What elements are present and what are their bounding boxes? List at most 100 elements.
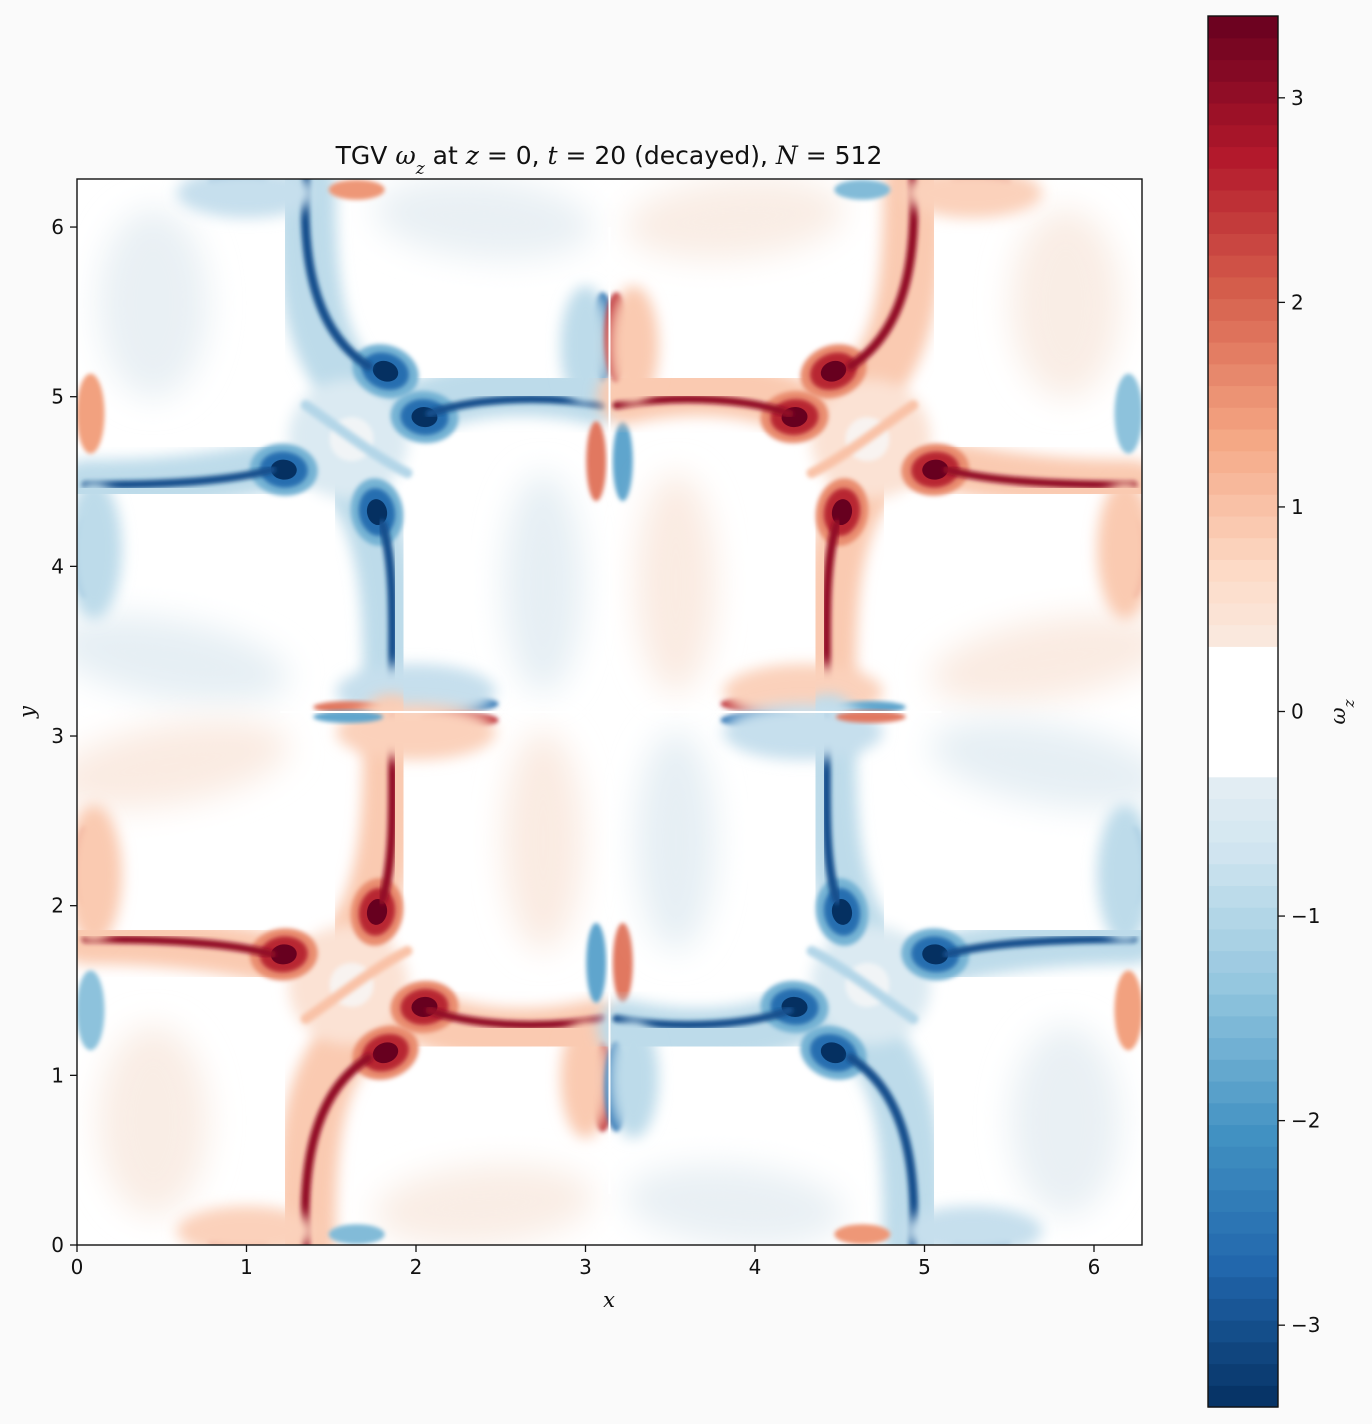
colorbar-band (1208, 537, 1278, 560)
colorbar-band (1208, 733, 1278, 756)
colorbar-tick-label: −1 (1291, 904, 1320, 928)
x-tick-label: 1 (240, 1255, 253, 1279)
vorticity-blob (922, 944, 949, 965)
colorbar-band (1208, 298, 1278, 321)
colorbar-band (1208, 1276, 1278, 1299)
colorbar-band (1208, 146, 1278, 169)
colorbar-band (1208, 646, 1278, 669)
colorbar-band (1208, 515, 1278, 539)
x-tick-label: 5 (918, 1255, 931, 1279)
vorticity-filament (81, 465, 276, 489)
colorbar-band (1208, 1341, 1278, 1365)
quadrant-bottom-left (77, 694, 633, 1245)
colorbar-band (1208, 1320, 1278, 1343)
colorbar-band (1208, 798, 1278, 821)
colorbar-band (1208, 711, 1278, 734)
y-tick-label: 1 (51, 1063, 64, 1087)
colorbar-gradient (1208, 16, 1278, 1408)
colorbar-band (1208, 624, 1278, 647)
colorbar-band (1208, 233, 1278, 256)
vorticity-blob (77, 373, 105, 454)
vorticity-filament (806, 400, 919, 479)
colorbar-band (1208, 450, 1278, 474)
colorbar-band (1208, 494, 1278, 517)
x-tick-label: 6 (1088, 1255, 1101, 1279)
colorbar-band (1208, 1189, 1278, 1212)
y-tick-label: 4 (51, 554, 64, 578)
chart-title: TGV ωz at z = 0, t = 20 (decayed), N = 5… (335, 141, 883, 179)
colorbar-band (1208, 37, 1278, 61)
colorbar-band (1208, 342, 1278, 365)
vorticity-blob (930, 719, 1142, 809)
vorticity-blob (612, 421, 633, 502)
y-tick-label: 6 (51, 215, 64, 239)
vorticity-blob (820, 360, 847, 382)
y-tick-label: 0 (51, 1233, 64, 1257)
colorbar-band (1208, 102, 1278, 126)
vorticity-blob (270, 944, 297, 965)
colorbar-tick-label: 0 (1291, 700, 1304, 724)
quadrant-top-left (77, 179, 633, 730)
colorbar-band (1208, 668, 1278, 691)
y-axis-label: y (15, 705, 39, 719)
colorbar-band (1208, 81, 1278, 104)
vorticity-blob (820, 1042, 847, 1064)
colorbar-band (1208, 928, 1278, 952)
y-tick-label: 5 (51, 385, 64, 409)
vorticity-blob (77, 970, 105, 1051)
vorticity-blob (313, 701, 384, 714)
colorbar-band (1208, 689, 1278, 713)
colorbar-band (1208, 472, 1278, 495)
colorbar-band (1208, 1124, 1278, 1147)
colorbar-band (1208, 950, 1278, 973)
vorticity-blob (831, 899, 853, 925)
vorticity-blob (366, 499, 388, 525)
colorbar-band (1208, 59, 1278, 82)
vorticity-blob (902, 1205, 1043, 1245)
colorbar-band (1208, 1211, 1278, 1234)
vorticity-filament (845, 1053, 919, 1245)
colorbar-band (1208, 428, 1278, 452)
colorbar-band (1208, 1102, 1278, 1126)
vorticity-blob (902, 179, 1043, 219)
vorticity-blob (1114, 373, 1142, 454)
x-tick-label: 3 (579, 1255, 592, 1279)
vorticity-blob (372, 1042, 399, 1064)
vorticity-blob (1097, 479, 1142, 620)
colorbar-tick-label: 3 (1291, 86, 1304, 110)
vorticity-blob (374, 179, 594, 260)
colorbar-band (1208, 581, 1278, 604)
colorbar-band (1208, 754, 1278, 778)
vorticity-blob (98, 1025, 209, 1216)
colorbar-tick-label: −3 (1291, 1313, 1320, 1337)
colorbar-band (1208, 385, 1278, 408)
x-axis-label: x (603, 1288, 615, 1312)
vorticity-blob (625, 1164, 845, 1245)
colorbar-band (1208, 168, 1278, 191)
vorticity-blob (560, 285, 611, 406)
vorticity-blob (374, 1164, 594, 1245)
vorticity-blob (625, 179, 845, 260)
colorbar-band (1208, 907, 1278, 930)
colorbar-tick-label: −2 (1291, 1109, 1320, 1133)
vorticity-blob (834, 1224, 891, 1245)
colorbar-band (1208, 1167, 1278, 1191)
vorticity-blob (1097, 804, 1142, 945)
y-tick-label: 3 (51, 724, 64, 748)
vorticity-blob (586, 421, 607, 502)
vorticity-blob (608, 285, 659, 406)
vorticity-blob (366, 899, 388, 925)
colorbar-band (1208, 211, 1278, 234)
colorbar-band (1208, 863, 1278, 886)
x-axis-ticks: 0 1 2 3 4 5 6 (71, 1245, 1101, 1279)
vorticity-blob (635, 730, 716, 951)
vorticity-filament (806, 945, 919, 1024)
y-tick-label: 2 (51, 894, 64, 918)
vorticity-blob (77, 479, 122, 620)
colorbar-band (1208, 255, 1278, 278)
colorbar-band (1208, 841, 1278, 865)
vorticity-filament (300, 179, 373, 371)
quadrant-bottom-right (586, 694, 1142, 1245)
vorticity-blob (835, 710, 906, 723)
vorticity-blob (176, 1205, 317, 1245)
